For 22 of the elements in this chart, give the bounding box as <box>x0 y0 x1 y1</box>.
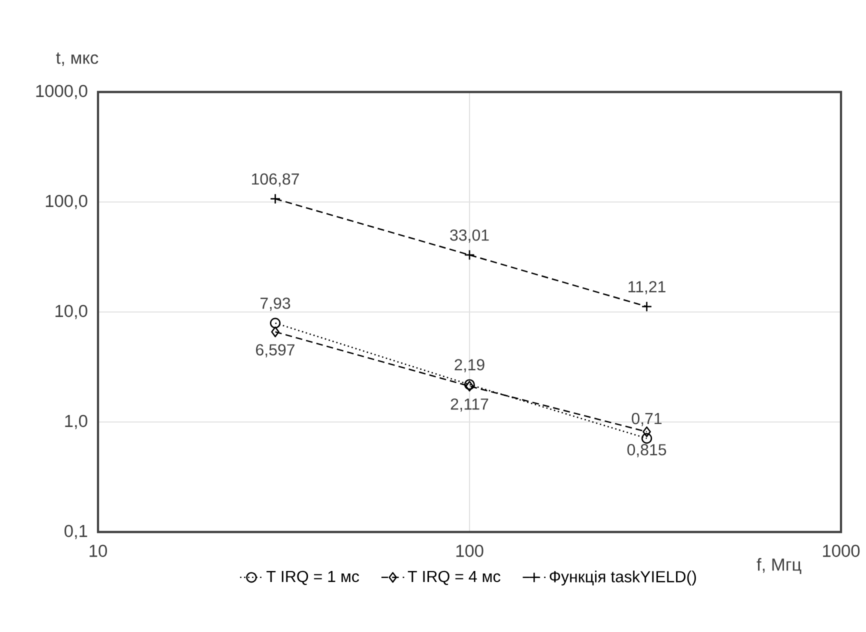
data-label: 0,71 <box>632 412 662 426</box>
legend-label: Функція taskYIELD() <box>550 570 696 586</box>
y-tick-label: 10,0 <box>56 304 88 320</box>
y-tick-label: 1,0 <box>65 414 88 430</box>
legend-label: T IRQ = 1 мс <box>266 570 359 586</box>
data-label: 0,815 <box>627 444 666 458</box>
x-tick-label: 10 <box>90 544 107 557</box>
legend-label: T IRQ = 4 мс <box>408 570 500 586</box>
data-label: 33,01 <box>450 229 489 243</box>
y-axis-title: t, мкс <box>56 52 98 66</box>
x-tick-label: 1000 <box>823 544 860 557</box>
data-label: 6,597 <box>256 344 294 358</box>
data-label: 11,21 <box>628 281 666 294</box>
data-label: 2,117 <box>450 398 488 412</box>
x-axis-title: f, Мгц <box>756 558 802 574</box>
data-label: 106,87 <box>252 173 299 187</box>
y-tick-label: 0,1 <box>64 524 88 540</box>
data-label: 2,19 <box>454 359 484 372</box>
x-tick-label: 100 <box>456 544 484 557</box>
y-tick-label: 100,0 <box>46 194 88 210</box>
y-tick-label: 1000,0 <box>36 84 88 100</box>
data-label: 7,93 <box>260 298 290 311</box>
